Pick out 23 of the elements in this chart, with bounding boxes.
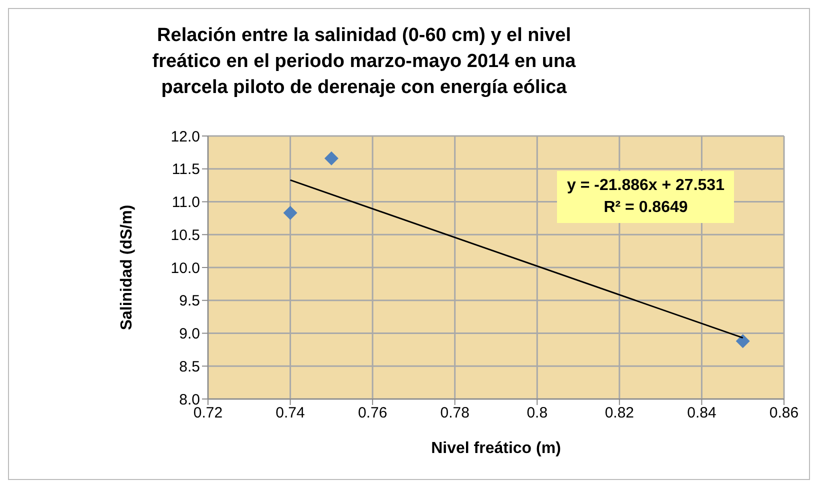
point (324, 151, 338, 166)
y-tick-label: 10.0 (170, 260, 200, 277)
chart-title: Relación entre la salinidad (0-60 cm) y el nivel freático en el periodo marzo-mayo 2014 en una parcela piloto de derenaje con energía eólica (151, 24, 577, 100)
x-tick-label: 0.86 (769, 404, 799, 422)
annotation: y = -21.886x + 27.531 (567, 176, 724, 196)
x-tick-label: 0.8 (526, 404, 548, 422)
annotation: R² = 0.8649 (602, 198, 689, 218)
y-tick-label: 8.5 (179, 358, 200, 376)
point (283, 206, 298, 220)
x-tick-label: 0.84 (687, 404, 716, 422)
y-tick-label: 11.0 (172, 194, 200, 212)
x-tick-label: 0.76 (358, 404, 388, 422)
point (736, 334, 750, 348)
y-tick-label: 11.5 (172, 161, 200, 178)
x-tick-label: 0.78 (440, 404, 470, 422)
x-tick-label: 0.82 (604, 404, 634, 422)
y-axis-title: Salinidad (dS/m) (118, 204, 136, 330)
y-tick-label: 12.0 (170, 128, 200, 146)
x-axis-title: Nivel freático (m) (431, 440, 561, 457)
y-tick-label: 10.5 (170, 226, 200, 244)
x-tick-label: 0.74 (276, 404, 305, 422)
y-tick-label: 9.0 (179, 326, 200, 343)
y-tick-label: 9.5 (179, 292, 200, 310)
